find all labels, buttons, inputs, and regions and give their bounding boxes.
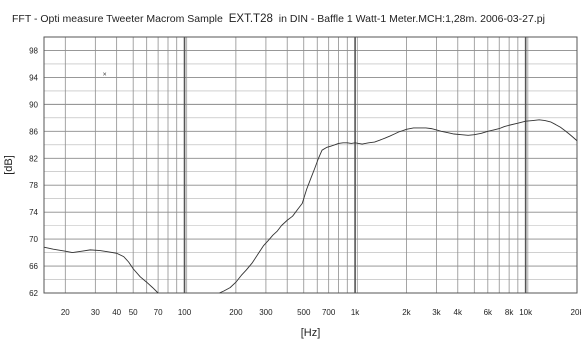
y-tick-label-78: 78 [29, 181, 38, 190]
x-tick-label-300: 300 [259, 308, 273, 317]
y-axis-label: [dB] [3, 155, 15, 175]
x-tick-label-40: 40 [112, 308, 121, 317]
y-axis-ticks: 98 94 90 86 82 78 74 70 66 62 [29, 46, 38, 298]
x-tick-label-700: 700 [322, 308, 336, 317]
plot-frame [43, 36, 578, 294]
y-tick-label-74: 74 [29, 208, 38, 217]
chart-title-part-1: FFT - Opti measure Tweeter Macrom Sample [12, 13, 223, 25]
x-tick-label-50: 50 [129, 308, 138, 317]
x-tick-label-8k: 8k [505, 308, 514, 317]
x-tick-label-20k: 20k [571, 308, 581, 317]
chart-title-part-3: in DIN - Baffle 1 Watt-1 Meter.MCH:1,28m… [279, 13, 545, 25]
x-tick-label-70: 70 [154, 308, 163, 317]
y-tick-label-94: 94 [29, 73, 38, 82]
x-tick-label-10k: 10k [519, 308, 533, 317]
chart-title-part-2: EXT.T28 [229, 13, 273, 25]
x-tick-label-200: 200 [229, 308, 243, 317]
x-axis-label: [Hz] [301, 327, 321, 339]
y-tick-label-66: 66 [29, 262, 38, 271]
annotation-mark: × [103, 71, 107, 78]
y-tick-label-86: 86 [29, 127, 38, 136]
y-tick-label-70: 70 [29, 235, 38, 244]
x-tick-label-2k: 2k [402, 308, 411, 317]
x-tick-label-1k: 1k [351, 308, 360, 317]
chart-title: FFT - Opti measure Tweeter Macrom Sample… [12, 13, 545, 25]
x-axis-ticks: 20 30 40 50 70 100 200 300 500 700 1k 2k 3k 4k 6k 8k 10k… [61, 308, 581, 317]
x-tick-label-6k: 6k [484, 308, 493, 317]
y-tick-label-98: 98 [29, 46, 38, 55]
grid [44, 37, 577, 293]
y-tick-label-82: 82 [29, 154, 38, 163]
annotations: × [103, 71, 107, 78]
y-tick-label-62: 62 [29, 289, 38, 298]
x-tick-label-100: 100 [178, 308, 192, 317]
x-tick-label-4k: 4k [454, 308, 463, 317]
series-line-segment-2 [219, 119, 578, 294]
y-tick-label-90: 90 [29, 100, 38, 109]
x-tick-label-500: 500 [297, 308, 311, 317]
x-tick-label-20: 20 [61, 308, 70, 317]
x-tick-label-30: 30 [91, 308, 100, 317]
series-line-segment-1 [43, 246, 159, 294]
series-layer [43, 119, 578, 294]
x-tick-label-3k: 3k [432, 308, 441, 317]
